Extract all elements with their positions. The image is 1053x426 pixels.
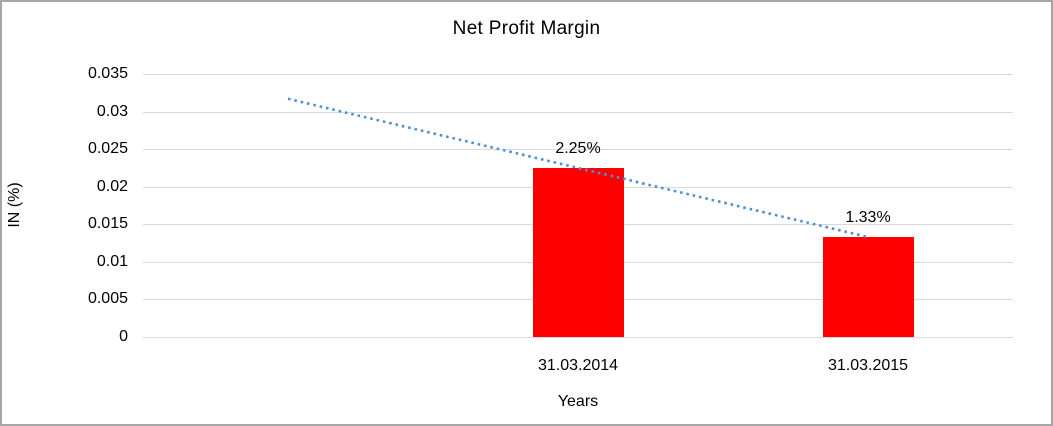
y-tick-label: 0.035 <box>87 65 128 82</box>
x-tick-label: 31.03.2015 <box>827 357 909 374</box>
y-tick-label: 0.015 <box>87 215 128 233</box>
y-tick-label: 0.005 <box>87 290 128 308</box>
y-tick-label: 0.025 <box>87 140 128 158</box>
bar-value-label: 1.33% <box>845 209 891 227</box>
y-tick-label: 0.01 <box>96 252 128 270</box>
y-gridline <box>143 337 1013 338</box>
chart-title: Net Profit Margin <box>452 18 601 39</box>
y-axis-title: IN (%) <box>6 182 23 228</box>
y-gridline <box>143 74 1013 75</box>
x-tick-label: 31.03.2014 <box>537 357 619 374</box>
y-tick-label: 0.02 <box>96 177 128 195</box>
x-axis-title: Years <box>557 393 599 410</box>
bar-31.03.2015 <box>822 237 914 337</box>
bar-value-label: 2.25% <box>555 139 601 157</box>
y-tick-label: 0 <box>119 328 128 345</box>
y-gridline <box>143 112 1013 113</box>
y-tick-label: 0.03 <box>96 102 128 120</box>
bar-31.03.2014 <box>532 167 624 337</box>
